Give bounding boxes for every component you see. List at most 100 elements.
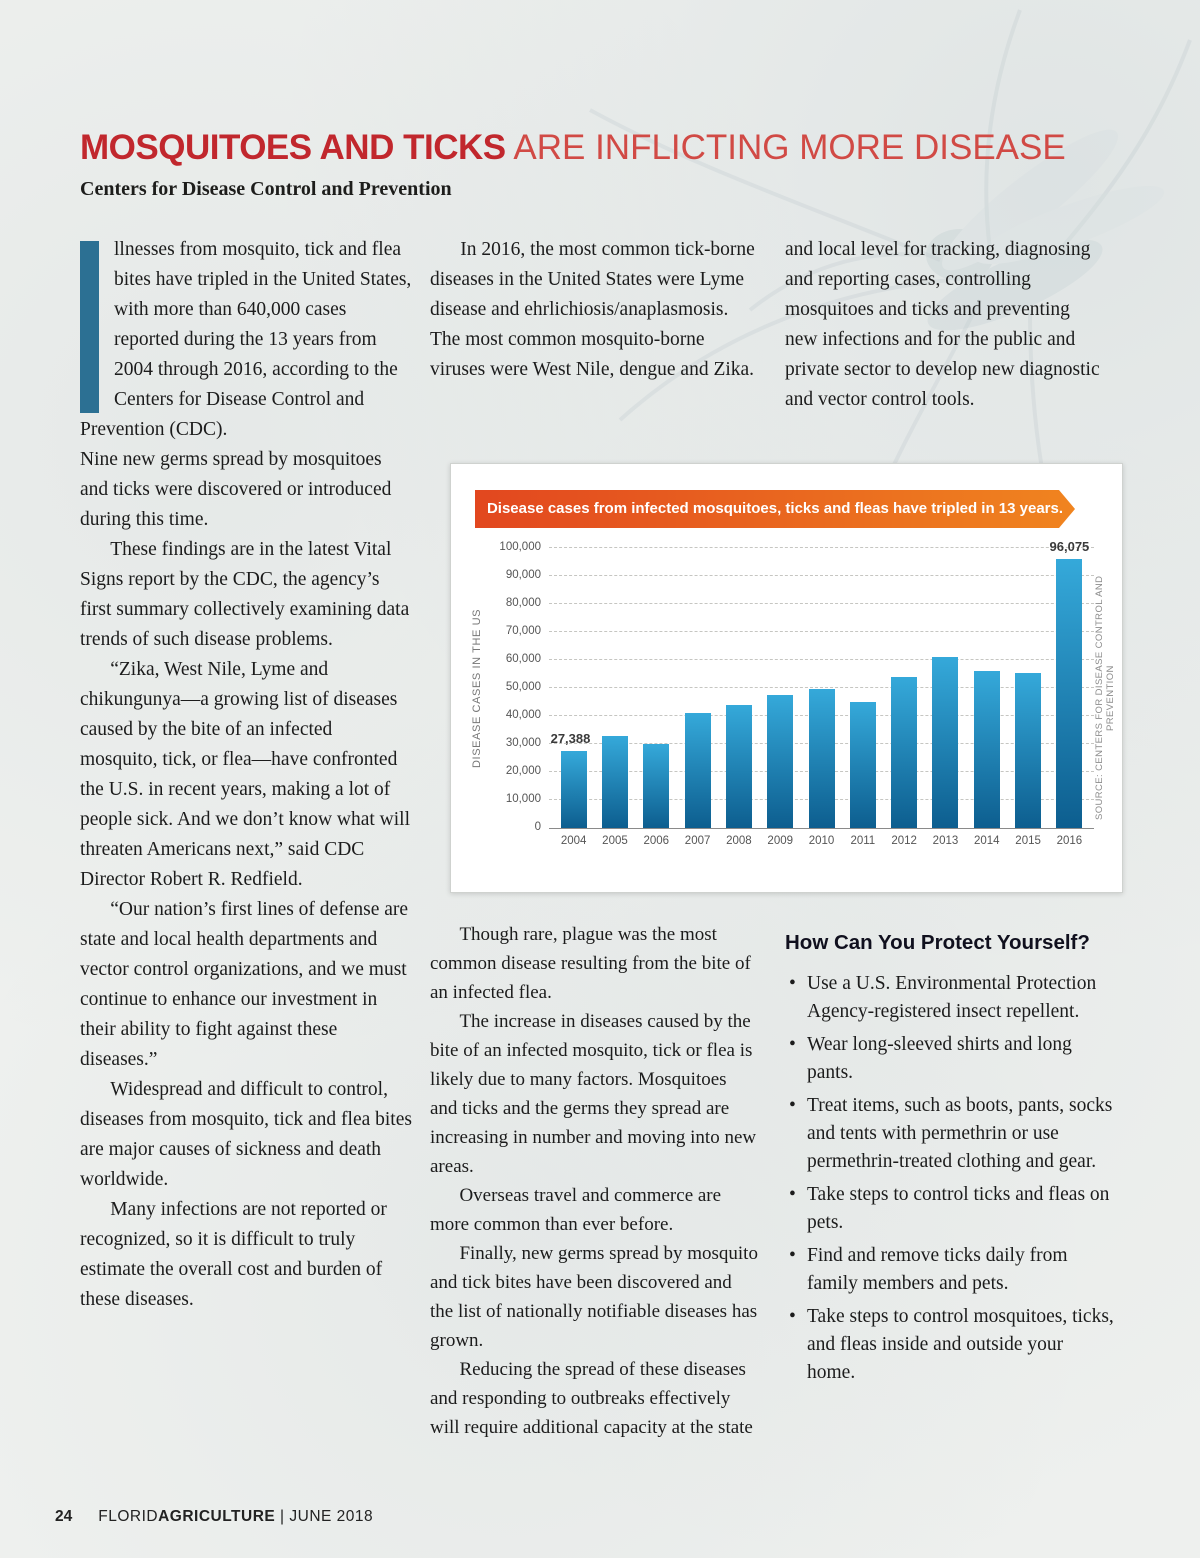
- bar-2014: [973, 671, 1000, 828]
- bar-slot: [925, 657, 966, 828]
- dropcap-letter-i: I: [80, 241, 99, 413]
- body-paragraph: “Zika, West Nile, Lyme and chikungunya—a…: [80, 659, 411, 890]
- article-column-2-top: In 2016, the most common tick-borne dise…: [430, 235, 758, 385]
- x-tick-label: 2007: [684, 835, 711, 847]
- body-paragraph: Nine new germs spread by mosquitoes and …: [80, 449, 392, 530]
- body-paragraph: Reducing the spread of these diseases an…: [430, 1359, 753, 1438]
- gridline: [549, 603, 1094, 604]
- chart-source-note: SOURCE: CENTERS FOR DISEASE CONTROL AND …: [1094, 575, 1116, 821]
- y-tick-label: 60,000: [505, 653, 541, 665]
- gridline: [549, 575, 1094, 576]
- body-paragraph: and local level for tracking, diagnosing…: [785, 239, 1100, 410]
- chart-title-banner: Disease cases from infected mosquitoes, …: [475, 490, 1075, 528]
- bar-2009: [767, 695, 794, 828]
- magazine-name: FLORID: [98, 1508, 159, 1525]
- page-footer: 24 FLORIDAGRICULTURE | JUNE 2018: [55, 1508, 373, 1526]
- y-tick-label: 40,000: [505, 709, 541, 721]
- title-emphasis: MOSQUITOES AND TICKS: [80, 128, 506, 167]
- protect-yourself-section: How Can You Protect Yourself? Use a U.S.…: [785, 928, 1115, 1392]
- bullet-item: Take steps to control ticks and fleas on…: [785, 1181, 1115, 1237]
- bars: 27,388 96,075: [549, 539, 1094, 828]
- bar-slot: [842, 702, 883, 828]
- column-1-paragraphs: Nine new germs spread by mosquitoes and …: [80, 445, 412, 1315]
- bar-2016: [1056, 559, 1083, 828]
- body-paragraph: Finally, new germs spread by mosquito an…: [430, 1243, 758, 1351]
- bar-slot: [884, 676, 925, 828]
- y-axis-ticks: 100,000 90,000 80,000 70,000 60,000 50,000 40,…: [491, 541, 549, 833]
- disease-chart-card: Disease cases from infected mosquitoes, …: [450, 463, 1123, 893]
- protect-bullet-list: Use a U.S. Environmental Protection Agen…: [785, 970, 1115, 1387]
- x-tick-label: 2011: [850, 835, 876, 847]
- lead-paragraph-text: llnesses from mosquito, tick and flea bi…: [80, 239, 412, 440]
- y-tick-label: 100,000: [499, 541, 541, 553]
- body-paragraph: Overseas travel and commerce are more co…: [430, 1185, 722, 1235]
- x-tick-label: 2008: [726, 835, 752, 847]
- body-paragraph: Widespread and difficult to control, dis…: [80, 1079, 412, 1190]
- gridline: [549, 631, 1094, 632]
- article-header: MOSQUITOES AND TICKS ARE INFLICTING MORE…: [80, 128, 1140, 201]
- bar-2012: [891, 676, 918, 828]
- x-tick-label: 2005: [602, 835, 628, 847]
- x-tick-label: 2012: [891, 835, 917, 847]
- lead-paragraph: Illnesses from mosquito, tick and flea b…: [80, 235, 412, 445]
- page-number: 24: [55, 1508, 73, 1525]
- y-tick-label: 50,000: [505, 681, 541, 693]
- bar-2011: [849, 702, 876, 828]
- bar-2013: [932, 657, 959, 828]
- x-tick-label: 2016: [1056, 835, 1083, 847]
- y-tick-label: 90,000: [505, 569, 541, 581]
- bar-2004: [560, 751, 587, 828]
- byline: Centers for Disease Control and Preventi…: [80, 178, 452, 200]
- body-paragraph: “Our nation’s first lines of defense are…: [80, 899, 409, 1070]
- bar-slot: [677, 713, 718, 828]
- body-paragraph: The increase in diseases caused by the b…: [430, 1011, 757, 1177]
- magazine-name-bold: AGRICULTURE: [158, 1508, 276, 1525]
- title-rest: ARE INFLICTING MORE DISEASE: [505, 128, 1066, 167]
- y-tick-label: 0: [534, 821, 541, 833]
- y-tick-label: 30,000: [505, 737, 541, 749]
- y-tick-label: 80,000: [505, 597, 541, 609]
- bar-slot: [760, 695, 801, 828]
- y-tick-label: 10,000: [505, 793, 541, 805]
- body-paragraph: Many infections are not reported or reco…: [80, 1199, 387, 1310]
- bar-slot: [594, 735, 635, 828]
- page-title: MOSQUITOES AND TICKS ARE INFLICTING MORE…: [80, 128, 1140, 168]
- bar-2007: [684, 713, 711, 828]
- bullet-item: Take steps to control mosquitoes, ticks,…: [785, 1303, 1115, 1387]
- body-paragraph: These findings are in the latest Vital S…: [80, 539, 410, 650]
- x-tick-label: 2009: [767, 835, 794, 847]
- plot-area: 27,388 96,075: [549, 539, 1094, 829]
- bar-2008: [725, 704, 752, 828]
- x-tick-label: 2014: [973, 835, 1000, 847]
- bullet-item: Treat items, such as boots, pants, socks…: [785, 1092, 1115, 1176]
- issue-date: | JUNE 2018: [275, 1508, 374, 1525]
- body-paragraph: Though rare, plague was the most common …: [430, 924, 751, 1003]
- body-paragraph: In 2016, the most common tick-borne dise…: [430, 239, 755, 380]
- article-column-1: Illnesses from mosquito, tick and flea b…: [80, 235, 412, 1315]
- x-tick-label: 2010: [808, 835, 835, 847]
- bullet-item: Use a U.S. Environmental Protection Agen…: [785, 970, 1115, 1026]
- article-column-3-top: and local level for tracking, diagnosing…: [785, 235, 1107, 415]
- y-axis-label: DISEASE CASES IN THE US: [471, 608, 483, 768]
- bar-slot: [1007, 672, 1048, 828]
- bar-slot: 96,075: [1049, 539, 1090, 828]
- x-tick-label: 2006: [643, 835, 670, 847]
- gridline: [549, 659, 1094, 660]
- gridline: [549, 687, 1094, 688]
- x-tick-label: 2013: [932, 835, 959, 847]
- x-axis-ticks: 2004 2005 2006 2007 2008 2009 2010 2011 2012 2013…: [549, 835, 1094, 847]
- bar-2015: [1015, 672, 1042, 828]
- bar-slot: [718, 704, 759, 828]
- chart-body: DISEASE CASES IN THE US 100,000 90,000 80,…: [471, 539, 1116, 848]
- y-tick-label: 70,000: [505, 625, 541, 637]
- gridline: [549, 547, 1094, 548]
- bar-slot: [636, 744, 677, 828]
- bullet-item: Find and remove ticks daily from family …: [785, 1242, 1115, 1298]
- article-column-2-bottom: Though rare, plague was the most common …: [430, 920, 758, 1442]
- bar-slot: [801, 689, 842, 828]
- bar-2005: [601, 735, 628, 828]
- x-tick-label: 2015: [1015, 835, 1041, 847]
- bar-value-label: 27,388: [550, 731, 591, 747]
- x-tick-label: 2004: [560, 835, 587, 847]
- bar-value-label: 96,075: [1049, 539, 1090, 554]
